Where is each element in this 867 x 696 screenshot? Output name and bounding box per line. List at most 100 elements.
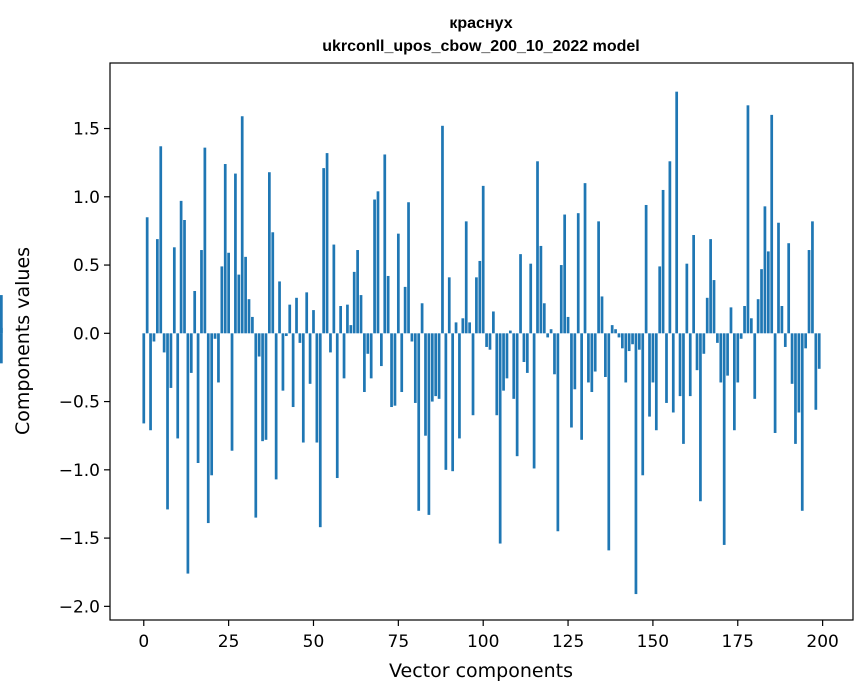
bar xyxy=(468,322,471,334)
bar xyxy=(515,333,519,457)
bar xyxy=(220,266,224,334)
bar xyxy=(227,252,230,334)
bar xyxy=(149,333,152,431)
bar xyxy=(278,281,281,334)
bar xyxy=(257,333,261,357)
bar xyxy=(451,333,455,472)
bar xyxy=(332,244,336,334)
bar xyxy=(671,333,675,413)
bar xyxy=(590,333,594,393)
bar xyxy=(413,333,417,403)
bar xyxy=(176,333,180,439)
bar xyxy=(593,333,597,372)
bar xyxy=(665,333,668,403)
bar xyxy=(329,333,332,353)
bar xyxy=(447,277,451,334)
bar xyxy=(206,333,210,524)
bar xyxy=(169,333,173,388)
bar xyxy=(203,147,207,334)
bar xyxy=(383,154,387,334)
bar xyxy=(356,250,359,334)
bar xyxy=(685,263,689,334)
bar xyxy=(312,310,315,334)
bar xyxy=(631,333,634,345)
bar xyxy=(390,333,393,408)
bar xyxy=(773,333,777,433)
bar xyxy=(0,295,3,334)
x-tick-label: 25 xyxy=(218,632,240,652)
bar xyxy=(251,316,254,334)
bar xyxy=(400,333,404,393)
bar xyxy=(430,333,434,402)
bar xyxy=(712,280,716,334)
chart-subtitle: ukrconll_upos_cbow_200_10_2022 model xyxy=(322,38,639,55)
bar xyxy=(566,316,570,334)
bar xyxy=(254,333,258,518)
bar xyxy=(756,299,760,334)
bar xyxy=(587,333,590,383)
bar xyxy=(702,333,706,354)
bar xyxy=(678,333,682,397)
x-tick-label: 0 xyxy=(138,632,149,652)
x-tick-label: 175 xyxy=(722,632,754,652)
bar xyxy=(373,199,376,334)
bar xyxy=(607,333,611,551)
bar xyxy=(196,333,200,463)
bar xyxy=(264,333,268,440)
bar xyxy=(739,333,743,339)
bar xyxy=(492,311,495,334)
bar xyxy=(179,200,183,334)
bar xyxy=(736,333,740,383)
bar xyxy=(617,333,621,338)
bar xyxy=(532,333,536,469)
bar xyxy=(298,333,302,343)
bar xyxy=(369,333,373,379)
bar xyxy=(261,333,264,442)
bar xyxy=(424,333,427,436)
bar xyxy=(488,333,492,350)
chart-title: краснух xyxy=(449,15,512,32)
bar xyxy=(213,333,217,339)
bar xyxy=(716,333,719,343)
bar xyxy=(807,250,811,334)
bar xyxy=(288,304,292,334)
bar xyxy=(210,333,214,476)
bar xyxy=(166,333,169,510)
bar xyxy=(597,221,600,334)
bar xyxy=(522,333,526,362)
plot-frame xyxy=(109,62,854,621)
bar xyxy=(271,232,275,334)
bar xyxy=(244,256,247,334)
bar xyxy=(709,239,712,334)
bar xyxy=(644,204,648,334)
bar xyxy=(363,333,366,393)
bar xyxy=(542,303,546,334)
bar xyxy=(172,247,176,334)
bar xyxy=(794,333,797,444)
bar xyxy=(539,245,543,334)
bar xyxy=(783,333,787,347)
bar xyxy=(230,333,234,451)
bar xyxy=(281,333,285,391)
bar xyxy=(434,333,438,397)
bar xyxy=(668,161,672,334)
bar xyxy=(200,250,203,334)
bar xyxy=(315,333,319,443)
y-tick-label: −0.5 xyxy=(59,393,100,413)
y-tick-label: −1.5 xyxy=(59,529,100,549)
bar xyxy=(529,263,533,334)
bar xyxy=(624,333,628,383)
bar xyxy=(291,333,295,408)
bar xyxy=(437,333,441,399)
bar xyxy=(217,333,220,383)
bar xyxy=(780,306,784,334)
bar xyxy=(464,221,468,334)
y-axis-label: Components values xyxy=(12,247,34,435)
bar xyxy=(749,318,753,334)
y-tick-label: 0.5 xyxy=(73,256,100,276)
bar xyxy=(478,260,482,334)
bar xyxy=(800,333,804,511)
bar xyxy=(790,333,794,384)
bar xyxy=(817,333,821,369)
